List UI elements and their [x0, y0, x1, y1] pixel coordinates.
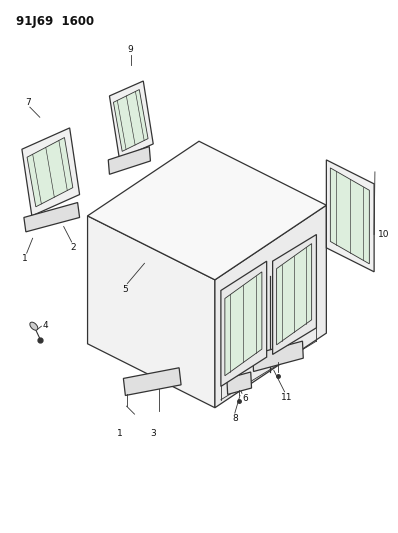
Polygon shape	[253, 341, 303, 372]
Polygon shape	[88, 141, 326, 280]
Text: 1: 1	[22, 254, 27, 263]
Polygon shape	[24, 203, 80, 232]
Text: 1: 1	[117, 429, 123, 438]
Polygon shape	[109, 81, 153, 159]
Polygon shape	[27, 138, 73, 207]
Polygon shape	[273, 235, 316, 354]
Text: 5: 5	[123, 285, 128, 294]
Polygon shape	[113, 90, 148, 151]
Polygon shape	[221, 261, 267, 386]
Text: 4: 4	[42, 321, 48, 329]
Text: 8: 8	[232, 414, 238, 423]
Polygon shape	[277, 244, 312, 345]
Polygon shape	[215, 205, 326, 408]
Polygon shape	[88, 216, 215, 408]
Text: 11: 11	[281, 393, 292, 402]
Text: 6: 6	[243, 394, 248, 403]
Polygon shape	[123, 368, 181, 395]
Text: 3: 3	[150, 429, 156, 438]
Text: 91J69  1600: 91J69 1600	[16, 15, 94, 28]
Polygon shape	[22, 128, 80, 216]
Polygon shape	[326, 160, 374, 272]
Text: 9: 9	[128, 45, 133, 54]
Polygon shape	[108, 147, 150, 174]
Polygon shape	[227, 372, 252, 394]
Polygon shape	[225, 272, 262, 376]
Text: 10: 10	[378, 230, 390, 239]
Ellipse shape	[30, 322, 38, 330]
Text: 7: 7	[25, 98, 31, 107]
Polygon shape	[330, 168, 369, 264]
Text: 2: 2	[71, 243, 76, 252]
